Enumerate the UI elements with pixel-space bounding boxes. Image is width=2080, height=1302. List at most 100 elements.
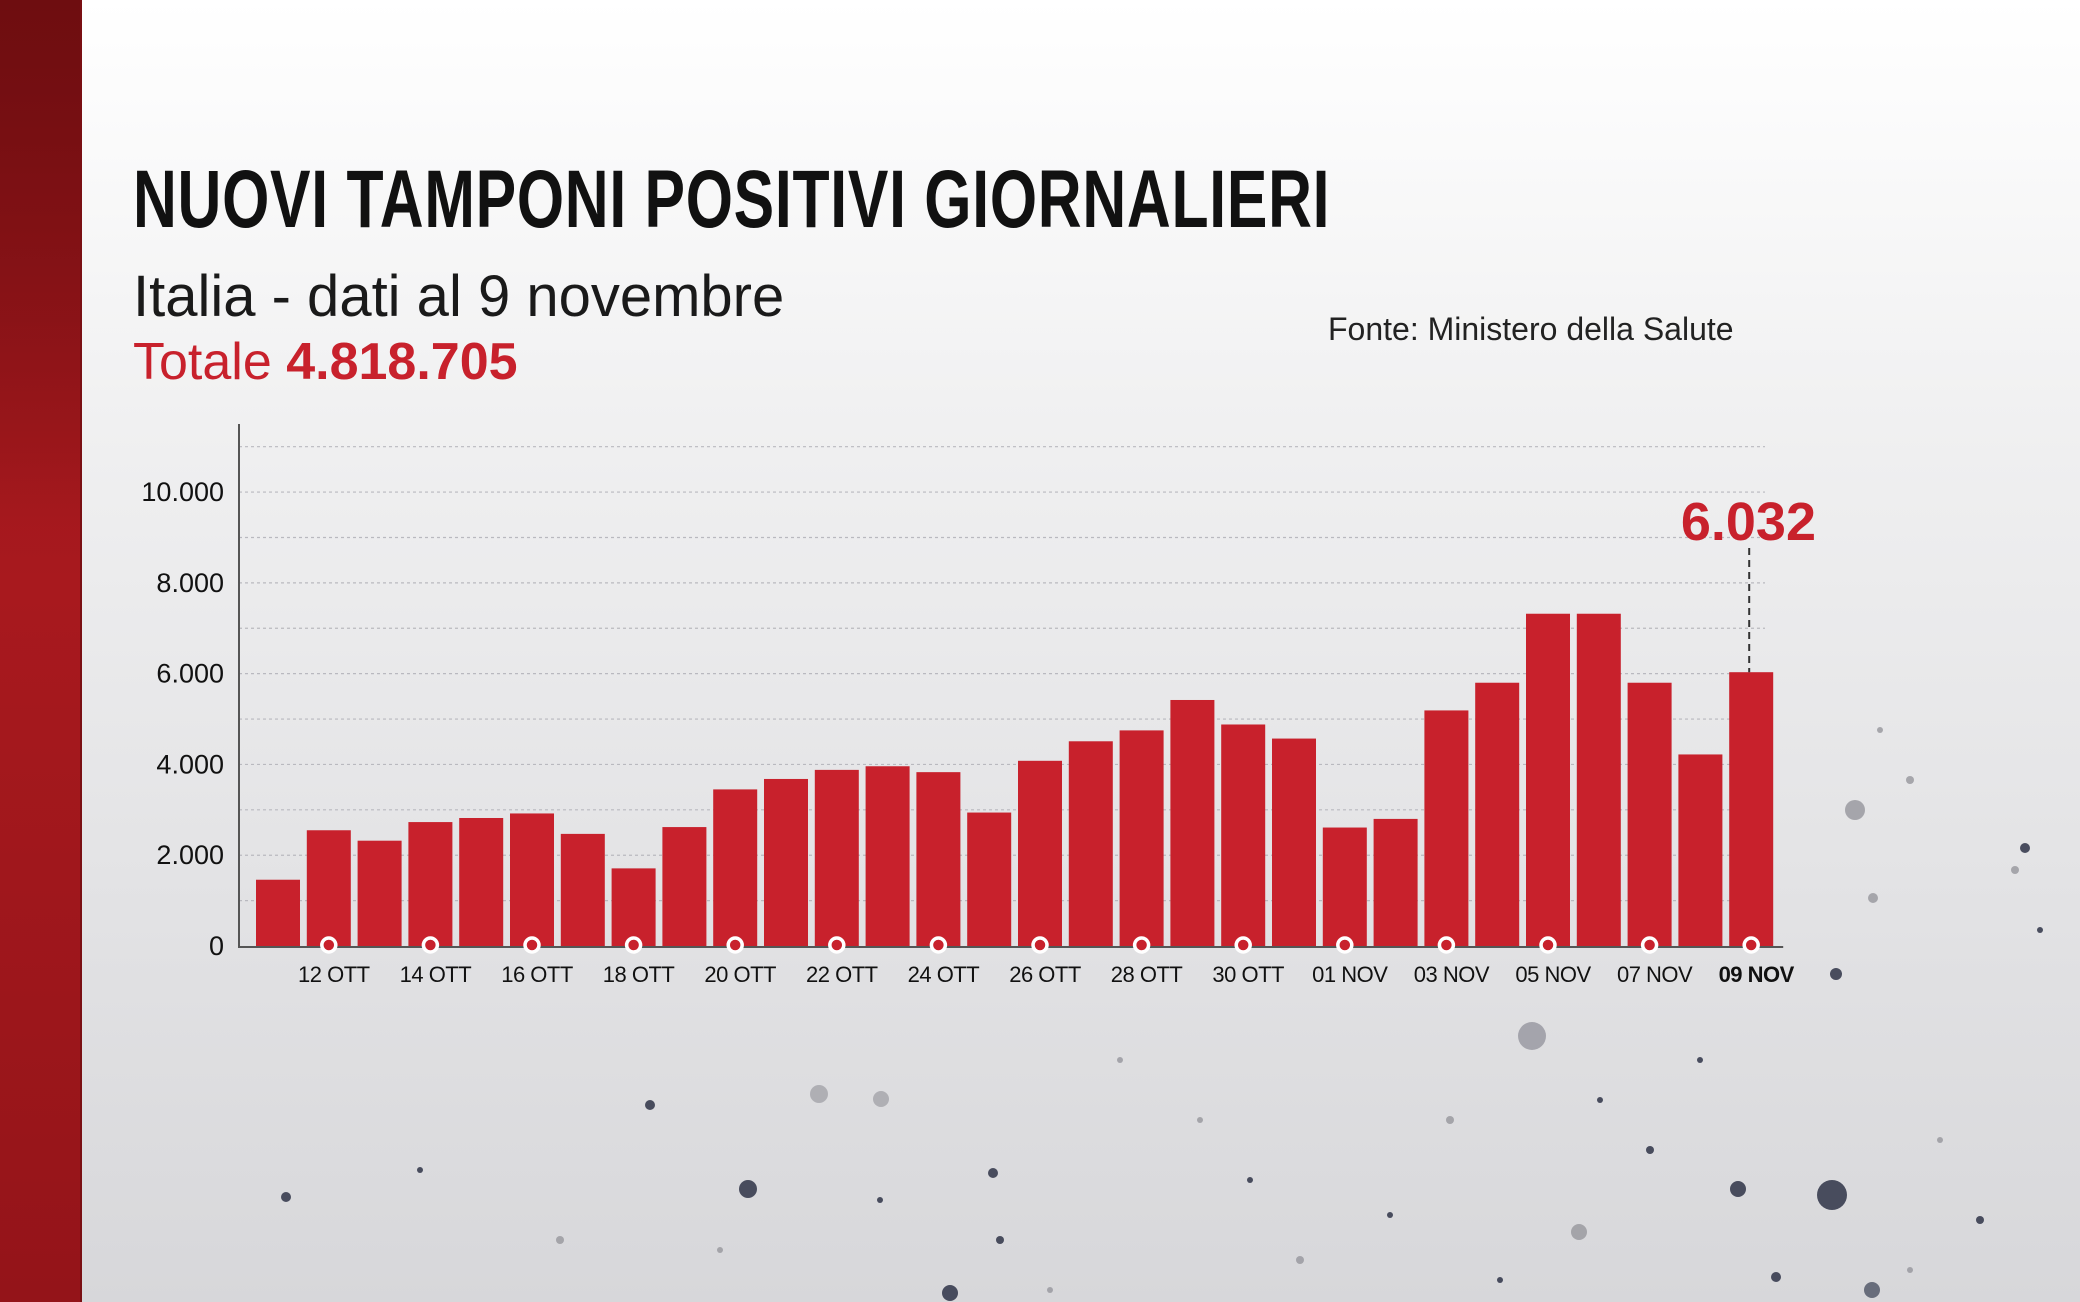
background-dot	[1197, 1117, 1203, 1123]
y-tick-label: 10.000	[141, 477, 224, 507]
background-dot	[1907, 1267, 1913, 1273]
bar	[916, 772, 961, 946]
background-dot	[1117, 1057, 1123, 1063]
bar	[1018, 760, 1062, 946]
background-dot	[988, 1168, 998, 1178]
background-dot	[1771, 1272, 1781, 1282]
bar	[256, 879, 300, 946]
axes	[238, 424, 1784, 948]
bar	[662, 827, 707, 946]
background-dot	[1296, 1256, 1304, 1264]
y-tick-label: 4.000	[156, 749, 224, 779]
background-dot	[1830, 968, 1842, 980]
background-dot	[1597, 1097, 1603, 1103]
bar	[306, 830, 351, 946]
bar	[1678, 754, 1723, 946]
x-tick-label: 07 NOV	[1617, 962, 1693, 987]
background-dot	[281, 1192, 291, 1202]
background-dot	[556, 1236, 564, 1244]
x-tick-marker	[726, 936, 744, 954]
background-dot	[1518, 1022, 1546, 1050]
background-dot	[717, 1247, 723, 1253]
background-dot	[1845, 800, 1865, 820]
background-dot	[1247, 1177, 1253, 1183]
x-tick-marker	[523, 936, 541, 954]
x-tick-label: 05 NOV	[1515, 962, 1591, 987]
bar	[764, 778, 808, 946]
y-tick-label: 0	[209, 931, 224, 961]
background-dots	[281, 727, 2043, 1301]
background-dot	[2011, 866, 2019, 874]
background-dot	[1906, 776, 1914, 784]
background-dot	[1817, 1180, 1847, 1210]
x-tick-label: 16 OTT	[501, 962, 573, 987]
x-tick-marker	[929, 936, 948, 954]
bar	[1068, 741, 1113, 946]
bar	[357, 840, 402, 946]
source-note: Fonte: Ministero della Salute	[1328, 311, 1734, 347]
x-tick-label: 22 OTT	[806, 962, 878, 987]
total-line: Totale 4.818.705	[133, 330, 518, 394]
x-tick-labels: 12 OTT 14 OTT 16 OTT 18 OTT 20 OTT 22 OTT 24 O…	[298, 936, 1795, 987]
background-dot	[1697, 1057, 1703, 1063]
band-shade	[0, 0, 80, 520]
background-dot	[1387, 1212, 1393, 1218]
x-tick-marker	[1132, 936, 1151, 954]
left-red-band	[0, 0, 82, 1302]
bar	[1373, 818, 1418, 946]
x-tick-label: 30 OTT	[1212, 962, 1284, 987]
bar	[1424, 710, 1469, 946]
bar	[1119, 730, 1164, 946]
background-dot	[1571, 1224, 1587, 1240]
bar	[459, 817, 504, 946]
x-tick-marker	[421, 936, 440, 954]
bar	[1221, 724, 1266, 946]
x-tick-label: 26 OTT	[1009, 962, 1081, 987]
x-tick-label: 14 OTT	[400, 962, 472, 987]
background-dot	[1446, 1116, 1454, 1124]
background-dot	[645, 1100, 655, 1110]
x-tick-marker	[320, 936, 338, 954]
background-dot	[1877, 727, 1883, 733]
y-tick-label: 2.000	[156, 840, 224, 870]
x-tick-marker	[1539, 936, 1557, 954]
x-tick-label: 20 OTT	[704, 962, 776, 987]
background-dot	[2037, 927, 2043, 933]
bar	[1729, 672, 1774, 946]
x-tick-label: 18 OTT	[603, 962, 675, 987]
x-tick-marker	[1031, 936, 1049, 954]
x-tick-marker	[1234, 936, 1252, 954]
bar	[1322, 827, 1367, 946]
background-dot	[1937, 1137, 1943, 1143]
bar	[865, 766, 910, 946]
bars	[256, 613, 1774, 946]
y-tick-label: 6.000	[156, 659, 224, 689]
total-value: 4.818.705	[286, 333, 518, 391]
bar	[1475, 682, 1520, 946]
bar	[1170, 699, 1215, 946]
x-tick-label: 12 OTT	[298, 962, 370, 987]
background-dot	[1868, 893, 1878, 903]
x-tick-marker	[1336, 936, 1354, 954]
background-dot	[873, 1091, 889, 1107]
background-dot	[1730, 1181, 1746, 1197]
bar	[560, 833, 605, 946]
bar	[1627, 682, 1672, 946]
background-dot	[810, 1085, 828, 1103]
subtitle: Italia - dati al 9 novembre	[133, 264, 785, 329]
bar	[1272, 738, 1316, 946]
x-tick-marker	[1437, 936, 1456, 954]
bar	[1526, 613, 1570, 946]
bar	[814, 769, 859, 946]
bar	[713, 789, 758, 946]
total-label: Totale	[133, 333, 272, 391]
bar	[1576, 613, 1621, 946]
x-tick-marker	[1742, 936, 1760, 954]
y-tick-label: 8.000	[156, 568, 224, 598]
x-tick-marker	[1640, 936, 1659, 954]
x-tick-label: 01 NOV	[1312, 962, 1388, 987]
x-tick-label: 09 NOV	[1719, 962, 1795, 987]
background-dot	[1646, 1146, 1654, 1154]
